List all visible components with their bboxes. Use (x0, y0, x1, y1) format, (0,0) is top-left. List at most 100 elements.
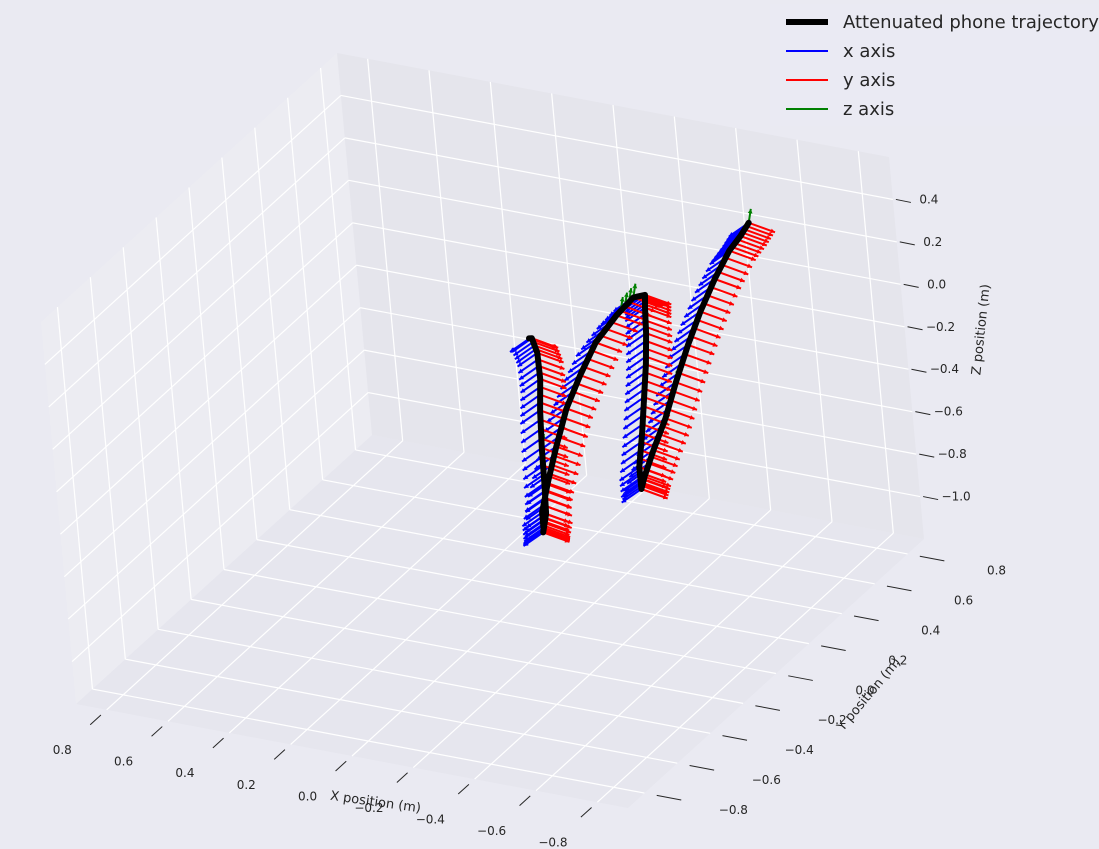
legend-label-z: z axis (843, 99, 894, 120)
grid-line-y-wall (155, 217, 192, 600)
y-axis-arrow-head (661, 464, 667, 469)
y-axis-arrow-head (694, 397, 700, 402)
y-axis-arrow-head (609, 364, 615, 370)
y-axis-arrow-head (577, 452, 583, 457)
grid-line-y-floor (223, 568, 777, 675)
y-axis-arrow-head (709, 350, 715, 356)
y-axis-arrow-head (662, 489, 668, 494)
x-axis-arrow-head (521, 438, 527, 443)
y-axis-arrow (748, 221, 776, 234)
y-axis-arrow-head (668, 475, 674, 481)
x-axis-arrow-head (522, 526, 528, 531)
y-axis-arrow (553, 454, 581, 467)
x-axis-arrow-head (691, 296, 697, 301)
y-axis-arrow-head (566, 528, 571, 534)
y-axis-arrow (591, 349, 619, 362)
x-tick-label: 0.8 (53, 743, 72, 757)
y-axis-arrow-head (575, 461, 581, 466)
grid-line-z-wall (60, 264, 357, 535)
x-axis-arrow-head (525, 507, 531, 513)
y-axis-arrow-head (571, 479, 577, 485)
y-axis-arrow (645, 371, 673, 384)
y-axis-arrow (605, 327, 633, 340)
y-axis-arrow (563, 417, 591, 429)
x-axis-arrow-head (518, 368, 524, 374)
grid-line-x-back (489, 81, 526, 464)
x-tick-label: 0.2 (237, 778, 256, 792)
x-axis-arrow-head (620, 481, 626, 487)
z-tick-label: 0.2 (923, 235, 942, 249)
y-tick (656, 794, 682, 801)
y-axis-arrow-head (672, 462, 678, 467)
y-axis-arrow (555, 445, 583, 458)
y-axis-arrow-head (566, 524, 572, 529)
y-axis-arrow (717, 270, 746, 283)
x-tick-label: 0.0 (298, 789, 317, 803)
y-axis-arrow-head (587, 414, 593, 419)
y-axis-arrow (742, 231, 770, 244)
grid-line-y-floor (289, 509, 842, 615)
y-axis-arrow-head (665, 485, 671, 491)
x-axis-arrow-head (622, 442, 628, 448)
y-axis-arrow (595, 341, 623, 353)
x-axis-arrow-head (625, 381, 631, 387)
y-axis-arrow-head (732, 292, 738, 298)
x-tick (457, 783, 470, 795)
z-tick-label: −0.8 (938, 447, 967, 461)
y-axis-arrow (645, 325, 673, 338)
x-axis-arrow-head (695, 288, 700, 293)
x-axis-arrow-head (546, 417, 552, 423)
z-tick (923, 496, 939, 501)
x-axis-arrow-head (568, 368, 574, 373)
y-axis-arrow-head (666, 310, 672, 315)
x-axis-arrow-head (621, 451, 627, 456)
x-tick (212, 737, 224, 749)
y-axis-arrow (644, 475, 672, 488)
x-axis-arrow-head (520, 411, 526, 417)
y-tick (755, 705, 781, 711)
y-axis-arrow-head (661, 483, 667, 489)
x-tick (151, 726, 163, 737)
x-axis-arrow-head (620, 467, 626, 473)
y-axis-label: Y position (m) (834, 655, 904, 735)
axis-ticks: 0.8 0.6 0.4 0.2 0.0 −0.2 −0.4 −0.6 −0.8 −0.8 −0.6 −… (53, 192, 1006, 849)
y-axis-arrow (721, 263, 749, 276)
x-axis-arrow-head (576, 351, 581, 357)
x-tick-label: −0.6 (477, 824, 506, 838)
y-axis-arrow-head (761, 241, 767, 247)
y-axis-arrow-head (561, 384, 567, 390)
y-tick (886, 585, 912, 592)
y-axis-arrow-head (756, 249, 762, 254)
y-axis-arrow-head (712, 342, 718, 347)
x-tick (396, 772, 408, 783)
x-axis-arrow-head (629, 472, 635, 478)
y-axis-arrow (659, 433, 687, 445)
y-axis-arrow-head (654, 303, 660, 308)
y-axis-arrow-head (558, 358, 564, 364)
grid-line-x-back (735, 128, 772, 511)
grid-line-y-wall (89, 277, 126, 660)
y-axis-arrow-head (662, 456, 667, 461)
y-axis-arrow-head (567, 511, 572, 517)
y-axis-arrow (544, 522, 572, 534)
y-axis-arrow-head (661, 478, 667, 483)
grid-line-x-back (857, 151, 894, 534)
y-axis-arrow-head (759, 245, 764, 250)
y-axis-arrow (667, 408, 695, 420)
x-axis-arrow-head (706, 267, 711, 272)
y-axis-arrow-head (736, 284, 741, 290)
x-axis-arrow-head (526, 515, 531, 520)
x-axis-arrow-head (553, 401, 559, 406)
y-axis-arrow (690, 335, 718, 348)
x-axis-arrow-head (550, 409, 556, 414)
grid-line-z-wall (48, 137, 346, 408)
y-axis-arrow (656, 441, 684, 453)
y-axis-arrow (583, 366, 611, 378)
y-axis-arrow (650, 455, 678, 468)
y-axis-arrow-head (725, 309, 731, 314)
y-tick-label: 0.8 (987, 564, 1006, 578)
y-tick (919, 555, 945, 562)
y-tick-label: 0.4 (921, 623, 940, 637)
y-axis-arrow (572, 390, 601, 403)
y-axis-arrow-head (564, 538, 570, 543)
